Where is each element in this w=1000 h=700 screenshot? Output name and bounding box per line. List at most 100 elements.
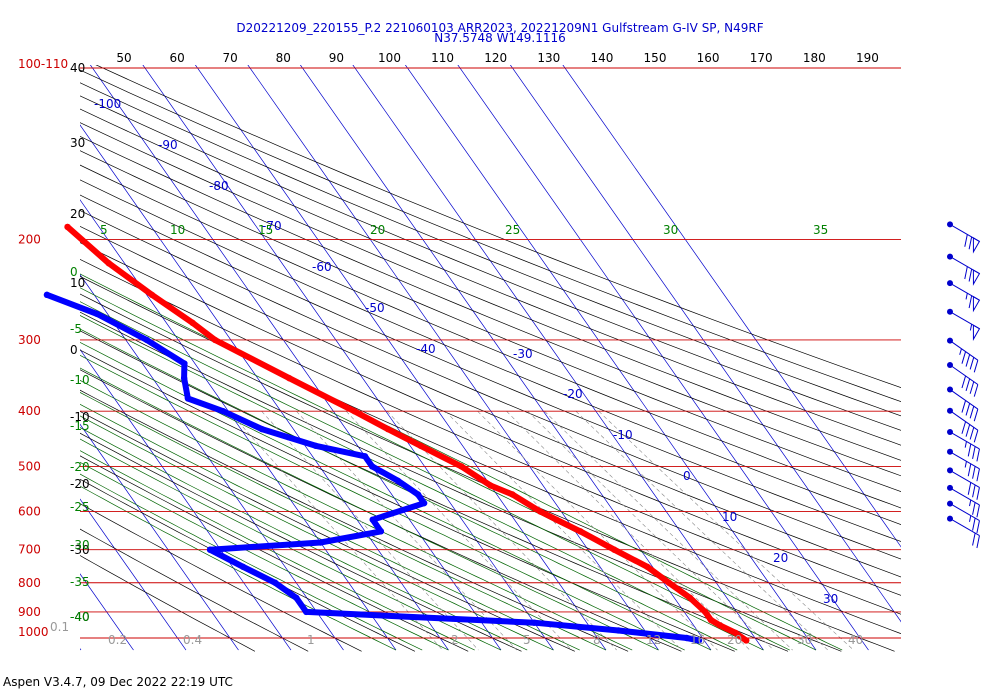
wind-barb-flag bbox=[967, 482, 972, 495]
wind-barb bbox=[947, 386, 979, 422]
theta-tick-label: 100 bbox=[378, 51, 401, 65]
isotherm-line bbox=[89, 65, 502, 651]
theta-tick-label: 90 bbox=[329, 51, 344, 65]
dewpoint-point bbox=[181, 360, 188, 367]
mixing-ratio-line bbox=[527, 410, 774, 651]
temperature-trace bbox=[64, 223, 750, 644]
dry-adiabat-line bbox=[80, 555, 256, 652]
dry-adiabat-line bbox=[80, 528, 309, 652]
dewpoint-point bbox=[394, 477, 402, 485]
wind-barb bbox=[947, 407, 979, 443]
wind-barb-half-flag bbox=[964, 461, 967, 468]
wind-barb bbox=[947, 308, 981, 341]
height-label: 20 bbox=[70, 207, 85, 221]
wind-barb-half-flag bbox=[969, 499, 972, 507]
mixing-ratio-label: 10 bbox=[170, 223, 185, 237]
pressure-label: 100-110 bbox=[18, 57, 68, 71]
moist-adiabat-line bbox=[80, 341, 712, 651]
wind-barb-pennant bbox=[972, 269, 981, 286]
moist-adiabat-line bbox=[80, 415, 554, 651]
moist-adiabat-line bbox=[80, 287, 817, 651]
mixing-ratio-side-label: -40 bbox=[70, 610, 90, 624]
dewpoint-trace bbox=[43, 291, 703, 644]
pressure-label: 600 bbox=[18, 505, 41, 519]
theta-tick-label: 150 bbox=[644, 51, 667, 65]
wind-barb-shaft bbox=[949, 389, 979, 410]
height-label: -10 bbox=[70, 410, 90, 424]
mixing-ratio-bottom-label: 30 bbox=[797, 633, 812, 647]
mixing-ratio-label: 35 bbox=[813, 223, 828, 237]
mixing-ratio-label: 15 bbox=[258, 223, 273, 237]
moist-adiabat-line bbox=[80, 328, 738, 651]
wind-barb-flag bbox=[972, 517, 976, 531]
moist-adiabat-line bbox=[80, 427, 528, 651]
moist-adiabat-line bbox=[80, 367, 659, 651]
wind-barb-flag bbox=[972, 484, 976, 498]
dewpoint-point bbox=[695, 637, 703, 644]
wind-barb-flag bbox=[961, 351, 967, 364]
wind-barb-shaft bbox=[949, 364, 979, 385]
wind-barb bbox=[947, 362, 979, 397]
wind-barb-flag bbox=[969, 406, 975, 419]
isotherm-line bbox=[509, 65, 901, 623]
wind-barb bbox=[947, 428, 980, 462]
temperature-point bbox=[351, 407, 358, 415]
dewpoint-point bbox=[293, 594, 300, 601]
dry-adiabat-line bbox=[80, 389, 629, 652]
pressure-label: 900 bbox=[18, 605, 41, 619]
isotherm-label: 30 bbox=[823, 592, 838, 606]
isotherm-label: 20 bbox=[773, 551, 788, 565]
mixing-ratio-side-label: -15 bbox=[70, 419, 90, 433]
mixing-ratio-side-label: -5 bbox=[70, 322, 82, 336]
wind-barb bbox=[947, 253, 981, 286]
height-label: 10 bbox=[70, 276, 85, 290]
pressure-label: 400 bbox=[18, 404, 41, 418]
wind-barb-flag bbox=[964, 234, 968, 247]
dry-adiabat-line bbox=[80, 82, 901, 417]
temperature-point bbox=[64, 223, 71, 231]
temperature-point bbox=[509, 491, 516, 498]
dewpoint-point bbox=[377, 528, 385, 535]
pressure-label: 300 bbox=[18, 333, 41, 347]
wind-barb bbox=[947, 280, 981, 313]
temperature-point bbox=[644, 563, 651, 570]
wind-barb-flag bbox=[967, 463, 972, 477]
mixing-ratio-label: 30 bbox=[663, 223, 678, 237]
theta-tick-label: 160 bbox=[697, 51, 720, 65]
wind-barb-flag bbox=[961, 375, 967, 389]
moist-adiabat-line bbox=[80, 438, 502, 651]
dewpoint-point bbox=[302, 608, 310, 616]
dewpoint-point bbox=[180, 374, 188, 382]
mixing-ratio-line bbox=[445, 410, 682, 651]
isotherm-label: -90 bbox=[158, 138, 178, 152]
dewpoint-point bbox=[43, 291, 51, 299]
wind-barb-flag bbox=[964, 266, 968, 280]
mixing-ratio-bottom-label: 0.4 bbox=[183, 633, 202, 647]
temperature-point bbox=[189, 319, 196, 327]
wind-barb-flag bbox=[968, 268, 973, 282]
dewpoint-point bbox=[93, 310, 101, 318]
theta-tick-label: 130 bbox=[537, 51, 560, 65]
wind-barb-flag bbox=[968, 236, 973, 250]
dewpoint-point bbox=[206, 546, 214, 553]
dry-adiabat-line bbox=[80, 349, 735, 652]
dewpoint-point bbox=[239, 563, 247, 570]
dry-adiabat-line bbox=[80, 179, 901, 525]
wind-barb-pennant bbox=[972, 295, 981, 313]
wind-barb-flag bbox=[961, 400, 967, 413]
wind-barb bbox=[947, 515, 980, 549]
temperature-point bbox=[384, 425, 392, 433]
theta-tick-label: 50 bbox=[116, 51, 131, 65]
wind-barb-flag bbox=[965, 378, 971, 392]
temperature-point bbox=[285, 374, 293, 382]
theta-tick-label: 80 bbox=[276, 51, 291, 65]
temperature-point bbox=[686, 594, 694, 601]
theta-tick-label: 60 bbox=[169, 51, 184, 65]
isotherm-label: -10 bbox=[613, 428, 633, 442]
mixing-ratio-line bbox=[544, 410, 793, 651]
dry-adiabat-line bbox=[80, 194, 901, 542]
temperature-point bbox=[743, 637, 750, 644]
height-label: -20 bbox=[70, 477, 90, 491]
wind-barb-flag bbox=[961, 421, 967, 434]
